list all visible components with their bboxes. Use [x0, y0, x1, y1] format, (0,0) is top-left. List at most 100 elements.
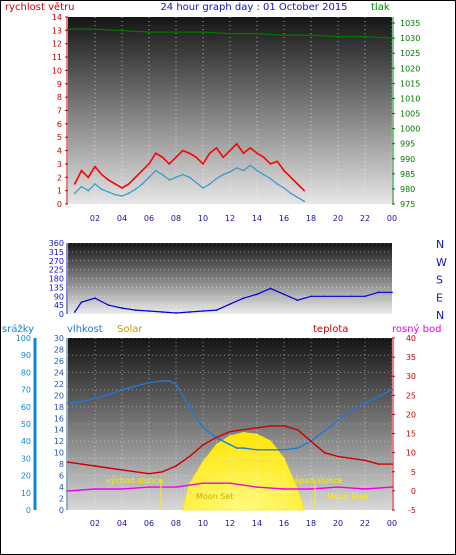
data-point — [256, 427, 258, 429]
temperature-label: teplota — [313, 324, 348, 335]
data-point — [127, 183, 130, 185]
temp-tick-label: 40 — [406, 334, 416, 343]
data-point — [289, 176, 292, 179]
x-tick-label: 04 — [117, 519, 127, 528]
humidity-tick-label: 16 — [54, 414, 64, 423]
x-tick-label: 06 — [144, 519, 154, 528]
data-point — [222, 173, 225, 176]
temp-tick-label: -5 — [408, 506, 416, 515]
moonset-text: Moon Set — [196, 492, 233, 501]
humidity-tick-label: 26 — [54, 357, 64, 366]
data-point — [175, 312, 177, 314]
data-point — [175, 383, 177, 386]
data-point — [229, 443, 231, 446]
data-point — [269, 440, 272, 443]
x-tick-label: 22 — [360, 214, 370, 223]
left-tick-label: 8 — [57, 93, 62, 102]
rain-tick-label: 60 — [21, 403, 31, 412]
right-tick-label: 1000 — [400, 125, 420, 134]
data-point — [364, 295, 366, 298]
data-point — [73, 192, 76, 195]
x-tick-label: 14 — [252, 214, 262, 223]
data-point — [202, 187, 204, 189]
data-point — [262, 156, 265, 159]
data-point — [188, 455, 191, 458]
data-point — [296, 299, 299, 301]
data-point — [249, 147, 252, 149]
x-tick-label: 18 — [306, 519, 316, 528]
data-point — [94, 28, 96, 30]
data-point — [121, 29, 123, 32]
data-point — [161, 311, 164, 313]
right-tick-label: 980 — [400, 185, 415, 194]
right-tick-label: 990 — [400, 155, 415, 164]
rain-tick-label: 0 — [26, 506, 31, 515]
data-point — [121, 388, 123, 391]
temp-tick-label: 20 — [406, 410, 416, 419]
data-point — [242, 152, 245, 155]
temp-tick-label: 35 — [406, 353, 416, 362]
solar-series — [181, 431, 306, 511]
compass-label: S — [436, 274, 443, 287]
data-point — [235, 167, 238, 169]
data-point — [107, 304, 110, 306]
temp-tick-label: 5 — [411, 468, 416, 477]
right-tick-label: 975 — [400, 200, 415, 209]
data-point — [134, 188, 137, 191]
data-point — [195, 181, 198, 184]
data-point — [202, 444, 204, 446]
data-point — [364, 35, 366, 38]
data-point — [229, 32, 231, 35]
x-tick-label: 16 — [279, 519, 289, 528]
rain-tick-label: 30 — [21, 454, 31, 463]
data-point — [148, 163, 150, 165]
x-tick-label: 14 — [252, 519, 262, 528]
x-tick-label: 20 — [333, 519, 343, 528]
data-point — [114, 183, 117, 185]
data-point — [283, 449, 285, 451]
data-point — [148, 176, 150, 179]
data-point — [310, 488, 312, 490]
solar-area — [182, 432, 305, 511]
data-point — [289, 192, 292, 195]
data-point — [235, 143, 238, 145]
data-point — [94, 165, 96, 168]
data-point — [148, 486, 150, 488]
data-point — [202, 482, 204, 485]
data-point — [283, 425, 285, 427]
rain-tick-label: 40 — [21, 437, 31, 446]
data-point — [148, 31, 150, 33]
data-point — [121, 469, 123, 471]
data-point — [188, 176, 191, 179]
data-point — [242, 297, 245, 300]
data-point — [127, 192, 130, 195]
data-point — [100, 188, 103, 191]
temp-tick-label: 30 — [406, 372, 416, 381]
data-point — [80, 169, 83, 172]
chart-title: 24 hour graph day : 01 October 2015 — [160, 2, 347, 13]
rain-axis: 0 10 20 30 40 50 60 70 80 90 100 — [16, 334, 37, 515]
data-point — [80, 301, 83, 303]
rain-tick-label: 90 — [21, 351, 31, 360]
wind-panel-bg — [68, 17, 392, 204]
dir-tick-label: 0 — [59, 310, 64, 319]
data-point — [276, 160, 279, 163]
data-point — [269, 163, 272, 165]
data-point — [161, 156, 164, 159]
right-tick-label: 1010 — [400, 94, 420, 103]
data-point — [107, 467, 110, 469]
data-point — [168, 179, 171, 181]
data-point — [337, 419, 339, 422]
rain-tick-label: 10 — [21, 489, 31, 498]
data-point — [215, 443, 218, 446]
data-point — [229, 303, 231, 305]
data-point — [242, 447, 245, 449]
data-point — [377, 463, 380, 465]
data-point — [323, 295, 326, 298]
data-point — [80, 185, 83, 188]
data-point — [391, 291, 393, 294]
data-point — [377, 291, 380, 294]
data-point — [296, 183, 299, 185]
